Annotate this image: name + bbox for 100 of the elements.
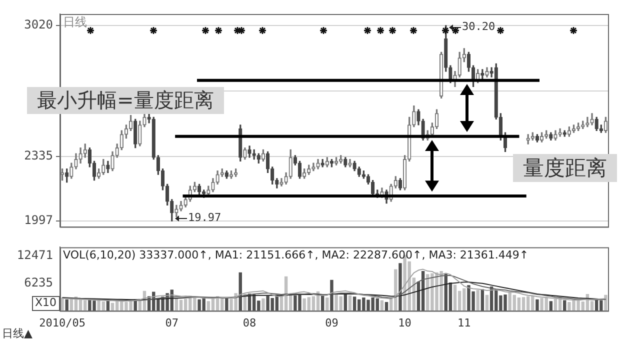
- candlestick: [138, 120, 142, 146]
- y-tick-label: 3020: [24, 18, 53, 32]
- bar: [485, 294, 489, 311]
- candlestick: [261, 149, 266, 162]
- candlestick: [142, 113, 146, 128]
- bar: [330, 280, 334, 311]
- y-tick-label: 6235: [24, 275, 53, 290]
- candlestick: [284, 172, 288, 184]
- chart-title: VOL(6,10,20) 33337.000↑, MA1: 21151.666↑, MA2: 22287.600↑, MA3: 21361.449↑: [63, 248, 529, 262]
- candlestick: [549, 132, 553, 141]
- y-tick-label: 1997: [24, 213, 53, 228]
- candlestick: [554, 130, 558, 141]
- candlestick: [462, 48, 466, 62]
- candlestick: [357, 166, 361, 177]
- x-tick-label: 07: [165, 316, 179, 330]
- candlestick: [229, 170, 234, 179]
- annotation: 最小升幅=量度距离: [27, 87, 224, 114]
- bar: [326, 298, 329, 311]
- candlestick: [179, 201, 183, 212]
- candlestick: [352, 160, 356, 172]
- candlestick: [124, 124, 128, 139]
- bar: [65, 299, 68, 311]
- candlestick: [316, 158, 320, 170]
- candlestick: [211, 178, 215, 192]
- candlestick: [398, 178, 402, 190]
- text: X10: [32, 296, 60, 311]
- candlestick: [192, 182, 197, 192]
- candlestick: [197, 184, 202, 196]
- candlestick: [83, 144, 87, 158]
- candlestick: [590, 113, 594, 126]
- annotation: 19.97: [188, 211, 222, 225]
- bar: [352, 296, 356, 311]
- candlestick: [302, 168, 306, 179]
- bar: [517, 298, 521, 311]
- candlestick: [558, 128, 562, 137]
- x-tick-label: 09: [325, 316, 338, 330]
- candlestick: [248, 146, 252, 158]
- x-tick-label: 2010/05: [39, 316, 86, 330]
- bar: [554, 298, 558, 311]
- bar: [225, 298, 228, 311]
- chart-title: 日线: [63, 15, 87, 30]
- candlestick: [344, 157, 348, 168]
- x-tick-label: 11: [458, 316, 471, 330]
- bar: [522, 297, 526, 311]
- annotation: 30.20: [462, 20, 496, 34]
- candlestick: [362, 170, 366, 179]
- candlestick: [535, 134, 540, 142]
- bar: [262, 298, 265, 311]
- candlestick: [134, 118, 138, 148]
- bar: [453, 284, 457, 311]
- candlestick: [74, 153, 78, 170]
- candlestick: [540, 132, 544, 142]
- candlestick: [567, 126, 572, 137]
- bar: [384, 302, 388, 311]
- bar: [206, 301, 210, 311]
- candlestick: [280, 178, 284, 186]
- candlestick: [224, 170, 229, 179]
- candlestick: [604, 116, 608, 133]
- text: 日线▲: [2, 327, 32, 341]
- candlestick: [416, 109, 420, 126]
- candlestick: [184, 195, 188, 208]
- candlestick: [444, 25, 448, 72]
- bar: [476, 290, 480, 311]
- candlestick: [394, 176, 398, 188]
- y-tick-label: 12471: [16, 248, 53, 262]
- candlestick: [78, 148, 82, 164]
- bar: [526, 296, 530, 311]
- candlestick: [243, 148, 247, 160]
- candlestick: [96, 168, 101, 179]
- bar: [536, 299, 539, 311]
- candlestick: [586, 116, 590, 128]
- bar: [184, 298, 188, 311]
- candlestick: [206, 186, 210, 196]
- candlestick: [110, 151, 114, 172]
- candlestick: [370, 180, 375, 196]
- candlestick: [485, 67, 489, 78]
- candlestick: [412, 105, 416, 128]
- x-tick-label: 08: [242, 316, 256, 330]
- candlestick: [252, 149, 256, 160]
- x-tick-label: 10: [398, 316, 412, 330]
- candlestick: [562, 130, 566, 137]
- bar: [563, 300, 566, 311]
- candlestick: [128, 115, 133, 131]
- candlestick: [325, 157, 329, 168]
- candlestick: [466, 52, 471, 72]
- candlestick: [70, 162, 74, 179]
- candlestick: [298, 160, 302, 179]
- y-tick-label: 2335: [24, 148, 53, 163]
- bar: [348, 295, 352, 311]
- bar: [380, 300, 384, 311]
- candlestick: [106, 160, 110, 174]
- annotation: 量度距离: [513, 154, 617, 182]
- bar: [398, 263, 402, 311]
- candlestick: [256, 153, 260, 164]
- bar: [549, 301, 553, 311]
- candlestick: [312, 162, 316, 172]
- candlestick: [348, 158, 352, 168]
- candlestick: [458, 52, 462, 78]
- candlestick: [65, 168, 69, 183]
- candlestick: [288, 149, 292, 179]
